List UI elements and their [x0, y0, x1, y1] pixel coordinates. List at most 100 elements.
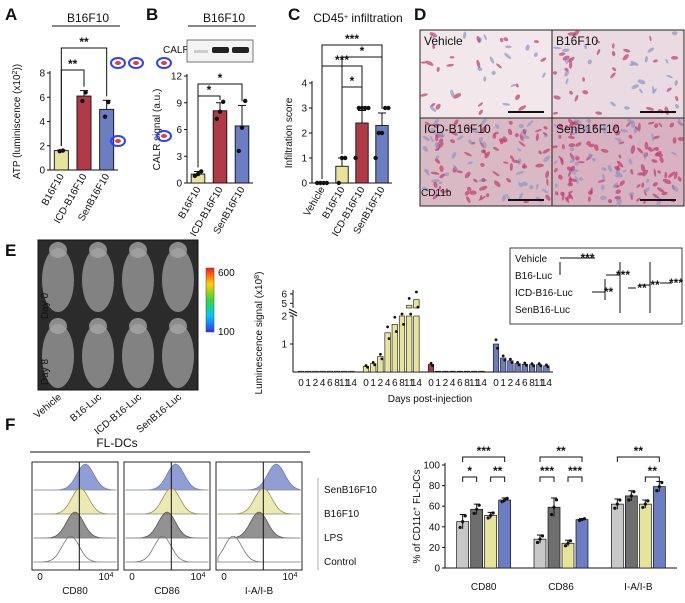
micrograph-label: ICD-B16F10 [424, 122, 491, 136]
cell [543, 126, 548, 130]
cell [451, 130, 458, 136]
cell [577, 161, 585, 164]
x-tick-label: I-A/I-B [624, 582, 653, 593]
cell [665, 58, 669, 64]
luminescence-core [133, 61, 139, 65]
flow-tick-label: 104 [190, 572, 205, 584]
cell [570, 131, 573, 136]
x-tick-label: 2 [443, 378, 449, 389]
bar [341, 370, 348, 373]
cell [611, 51, 616, 57]
cell [619, 141, 625, 145]
cell [610, 72, 616, 79]
scale-bar [508, 199, 544, 201]
cell [473, 178, 478, 183]
mouse-head [129, 318, 147, 334]
cell [623, 48, 631, 53]
cell [451, 152, 457, 159]
cell [533, 52, 538, 57]
cell [653, 168, 657, 177]
cell [612, 67, 617, 72]
x-tick-label: 6 [522, 378, 528, 389]
y-tick-label: 0 [301, 179, 307, 190]
cell [508, 128, 513, 136]
cell [502, 136, 508, 143]
cell [480, 162, 485, 167]
cell [651, 159, 658, 163]
cell [644, 141, 649, 150]
cell [504, 52, 512, 60]
x-tick-label: 2 [378, 378, 384, 389]
bar [297, 370, 305, 373]
data-point [629, 494, 633, 498]
cell [429, 105, 437, 113]
mouse-silhouette [82, 324, 114, 388]
cell [569, 170, 577, 175]
bar [624, 495, 638, 569]
scale-bar [640, 199, 676, 201]
cell [449, 56, 455, 59]
cell [538, 150, 542, 155]
data-point [524, 363, 528, 367]
cell [637, 172, 645, 176]
cell [546, 178, 549, 186]
data-point [523, 361, 527, 365]
cell [571, 127, 580, 131]
cell [472, 129, 479, 134]
sig-label: ** [634, 444, 644, 458]
cell [649, 35, 652, 42]
cell [511, 159, 520, 164]
cell [677, 136, 684, 142]
blot-band [194, 50, 208, 53]
cell [506, 178, 512, 183]
cell [518, 192, 523, 201]
y-tick-label: 40 [429, 522, 441, 533]
x-tick-label: 1 [305, 378, 311, 389]
sig-bracket [616, 456, 660, 462]
bar [610, 503, 624, 569]
sig-label: * [350, 74, 355, 88]
colorbar-min: 100 [218, 327, 235, 338]
data-point [83, 90, 88, 95]
blot-label: CALR [163, 45, 190, 56]
data-point [60, 148, 66, 153]
cell [522, 134, 530, 140]
cell [518, 123, 524, 129]
cell [432, 193, 440, 200]
bar [391, 324, 398, 373]
data-point [627, 498, 631, 502]
cell [652, 59, 658, 63]
legend-sig-label: *** [669, 276, 683, 290]
data-point [359, 105, 365, 111]
sig-label: ** [68, 57, 78, 71]
data-point [415, 290, 418, 294]
micrograph-panel: Vehicle B16F10 ICD-B16F10 SenB16F10 CD11b [419, 29, 685, 207]
data-point [475, 507, 479, 511]
cell [668, 171, 676, 178]
cell [640, 164, 646, 173]
cell [480, 118, 487, 126]
cell [521, 181, 528, 187]
luminescence-spot [128, 57, 144, 69]
cell [541, 188, 549, 194]
cell [637, 147, 644, 154]
data-point [494, 338, 498, 342]
y-tick-label: 0 [176, 179, 182, 190]
flow-tick-label: 104 [98, 572, 113, 584]
cell [595, 111, 603, 115]
cell [452, 164, 459, 172]
x-tick-label: 0 [428, 378, 434, 389]
cell [616, 199, 622, 207]
bar [638, 503, 652, 569]
data-point [537, 362, 541, 366]
x-tick-label: 14 [346, 378, 358, 389]
data-point [458, 525, 462, 530]
axis-break [288, 308, 298, 314]
y-tick-label: 0 [39, 166, 45, 177]
cell [453, 119, 459, 126]
sig-label: ** [79, 35, 89, 49]
cell [469, 190, 477, 195]
cell [553, 124, 561, 130]
cell [630, 145, 636, 154]
